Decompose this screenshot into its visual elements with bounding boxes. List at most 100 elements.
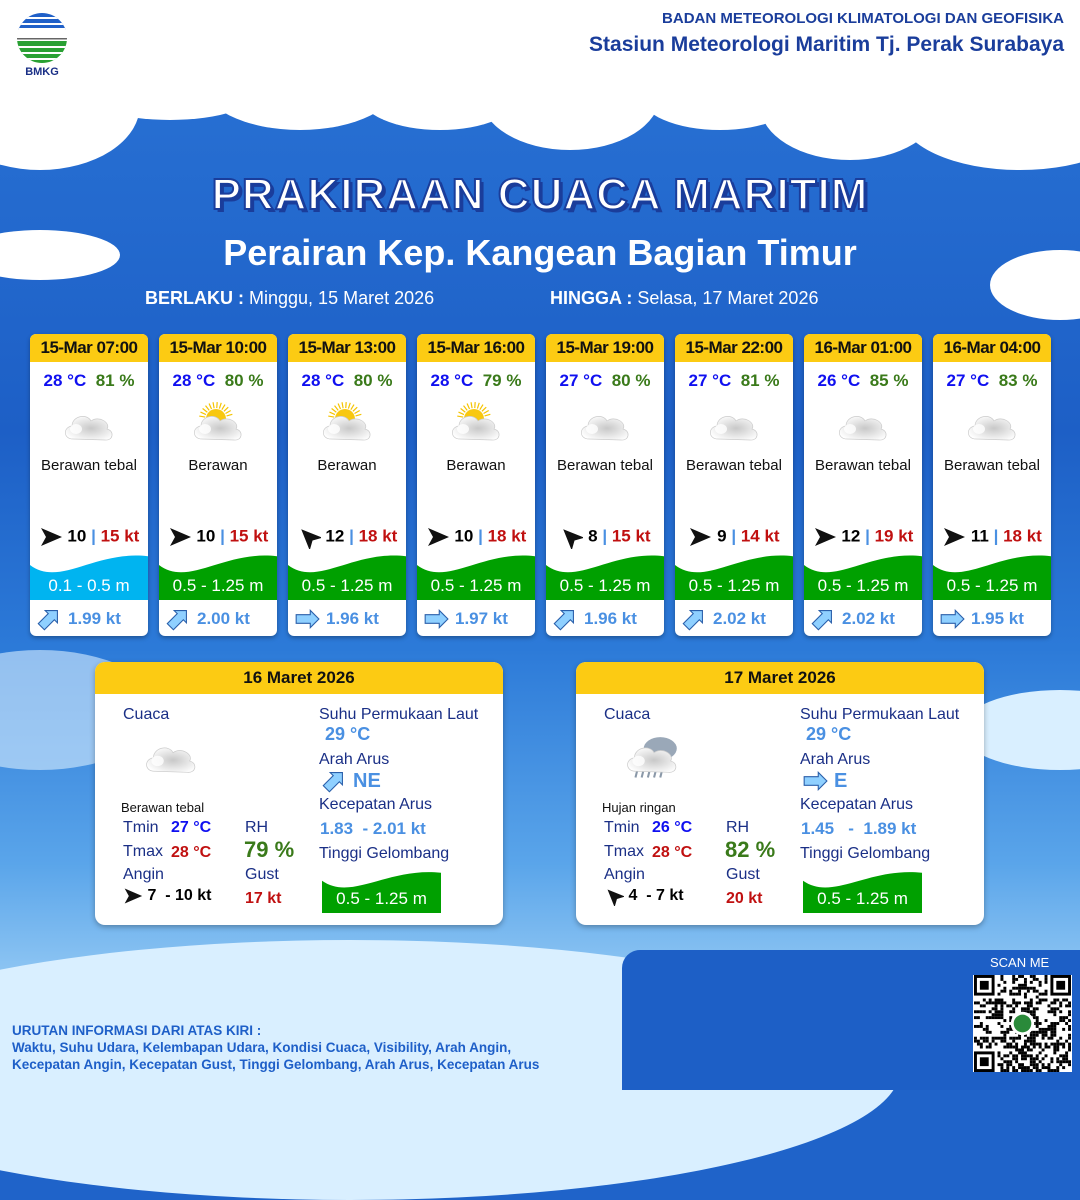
gust-speed: 15 kt <box>612 526 651 545</box>
cloudy-icon <box>140 732 202 779</box>
gust-value: 17 kt <box>245 890 281 908</box>
current-speed-label: Kecepatan Arus <box>319 796 432 814</box>
wind-direction-icon <box>39 525 63 549</box>
gust-speed: 18 kt <box>359 526 398 545</box>
sst-label: Suhu Permukaan Laut <box>800 706 959 724</box>
weather-condition: Berawan <box>288 457 406 474</box>
light-rain-icon <box>621 732 683 779</box>
forecast-time: 15-Mar 10:00 <box>159 334 277 362</box>
valid-from-label: BERLAKU : <box>145 288 244 308</box>
partly-cloudy-icon <box>317 401 377 446</box>
forecast-time: 16-Mar 01:00 <box>804 334 922 362</box>
cloudy-icon <box>962 401 1022 446</box>
wind-speed: 11 <box>971 526 989 545</box>
wind-direction-icon <box>604 886 624 906</box>
current-direction-icon <box>802 768 828 794</box>
daily-date: 17 Maret 2026 <box>576 662 984 694</box>
forecast-card: 15-Mar 13:00 28 °C 80 % Berawan 12 | 18 … <box>288 334 406 636</box>
forecast-time: 15-Mar 16:00 <box>417 334 535 362</box>
current-dir-value: E <box>834 770 847 793</box>
weather-label: Cuaca <box>123 706 169 724</box>
svg-text:BMKG: BMKG <box>25 66 59 78</box>
wave-panel: 0.5 - 1.25 m <box>804 550 922 600</box>
rh-label: RH <box>245 819 268 837</box>
gust-speed: 14 kt <box>741 526 780 545</box>
current-dir-value: NE <box>353 770 381 793</box>
current-direction-icon <box>939 606 965 632</box>
weather-condition: Hujan ringan <box>602 800 676 815</box>
wind-direction-icon <box>813 525 837 549</box>
wind-direction-icon <box>559 525 583 549</box>
gust-speed: 18 kt <box>488 526 527 545</box>
wind-speed: 12 <box>325 526 344 545</box>
current-speed: 1.99 kt <box>68 609 121 629</box>
wind-label: Angin <box>123 866 164 884</box>
wind-range: 4 - 7 kt <box>628 887 683 904</box>
wave-panel: 0.5 - 1.25 m <box>675 550 793 600</box>
forecast-card: 15-Mar 07:00 28 °C 81 % Berawan tebal 10… <box>30 334 148 636</box>
forecast-card: 15-Mar 22:00 27 °C 81 % Berawan tebal 9 … <box>675 334 793 636</box>
wave-panel: 0.1 - 0.5 m <box>30 550 148 600</box>
info-legend: URUTAN INFORMASI DARI ATAS KIRI : Waktu,… <box>12 1022 539 1073</box>
wave-height: 0.5 - 1.25 m <box>803 889 922 909</box>
gust-label: Gust <box>726 866 760 884</box>
wind-label: Angin <box>604 866 645 884</box>
tmin-value: 26 °C <box>652 819 692 837</box>
weather-condition: Berawan <box>159 457 277 474</box>
gust-label: Gust <box>245 866 279 884</box>
wind-direction-icon <box>168 525 192 549</box>
daily-summary-panel: 16 Maret 2026 Cuaca Berawan tebal Tmin 2… <box>95 662 503 925</box>
cloudy-icon <box>575 401 635 446</box>
humidity: 80 % <box>225 371 264 390</box>
air-temperature: 27 °C <box>947 371 990 390</box>
daily-summary-panel: 17 Maret 2026 Cuaca Hujan ringan Tmin 26… <box>576 662 984 925</box>
forecast-card: 16-Mar 04:00 27 °C 83 % Berawan tebal 11… <box>933 334 1051 636</box>
current-speed: 1.96 kt <box>584 609 637 629</box>
gust-speed: 15 kt <box>101 526 140 545</box>
sst-value: 29 °C <box>325 724 370 745</box>
current-direction-icon <box>423 606 449 632</box>
current-speed: 2.00 kt <box>197 609 250 629</box>
current-speed-value: 1.45 - 1.89 kt <box>801 819 916 839</box>
humidity: 83 % <box>999 371 1038 390</box>
forecast-card: 16-Mar 01:00 26 °C 85 % Berawan tebal 12… <box>804 334 922 636</box>
forecast-card: 15-Mar 10:00 28 °C 80 % Berawan 10 | 15 … <box>159 334 277 636</box>
gust-value: 20 kt <box>726 890 762 908</box>
wave-panel: 0.5 - 1.25 m <box>417 550 535 600</box>
current-direction-icon <box>810 606 836 632</box>
wave-panel: 0.5 - 1.25 m <box>322 867 441 913</box>
current-direction-icon <box>552 606 578 632</box>
page-title: PRAKIRAAN CUACA MARITIM <box>0 170 1080 220</box>
legend-line: Kecepatan Angin, Kecepatan Gust, Tinggi … <box>12 1056 539 1073</box>
sst-label: Suhu Permukaan Laut <box>319 706 478 724</box>
wind-direction-icon <box>942 525 966 549</box>
qr-code[interactable] <box>973 975 1072 1072</box>
agency-name: BADAN METEOROLOGI KLIMATOLOGI DAN GEOFIS… <box>662 10 1064 27</box>
wave-height: 0.1 - 0.5 m <box>30 576 148 596</box>
wave-height: 0.5 - 1.25 m <box>675 576 793 596</box>
wave-panel: 0.5 - 1.25 m <box>803 867 922 913</box>
weather-condition: Berawan tebal <box>675 457 793 474</box>
partly-cloudy-icon <box>188 401 248 446</box>
cloudy-icon <box>833 401 893 446</box>
forecast-time: 15-Mar 07:00 <box>30 334 148 362</box>
air-temperature: 28 °C <box>431 371 474 390</box>
air-temperature: 28 °C <box>44 371 87 390</box>
wave-height: 0.5 - 1.25 m <box>933 576 1051 596</box>
current-speed: 1.95 kt <box>971 609 1024 629</box>
forecast-time: 16-Mar 04:00 <box>933 334 1051 362</box>
weather-condition: Berawan tebal <box>804 457 922 474</box>
wind-speed: 10 <box>454 526 473 545</box>
tmin-label: Tmin <box>123 819 159 837</box>
wind-speed: 10 <box>67 526 86 545</box>
air-temperature: 28 °C <box>173 371 216 390</box>
current-speed-value: 1.83 - 2.01 kt <box>320 819 426 839</box>
current-direction-icon <box>294 606 320 632</box>
current-speed: 2.02 kt <box>713 609 766 629</box>
wind-speed: 8 <box>588 526 597 545</box>
weather-condition: Berawan <box>417 457 535 474</box>
air-temperature: 27 °C <box>689 371 732 390</box>
tmin-value: 27 °C <box>171 819 211 837</box>
air-temperature: 27 °C <box>560 371 603 390</box>
cloudy-icon <box>59 401 119 446</box>
